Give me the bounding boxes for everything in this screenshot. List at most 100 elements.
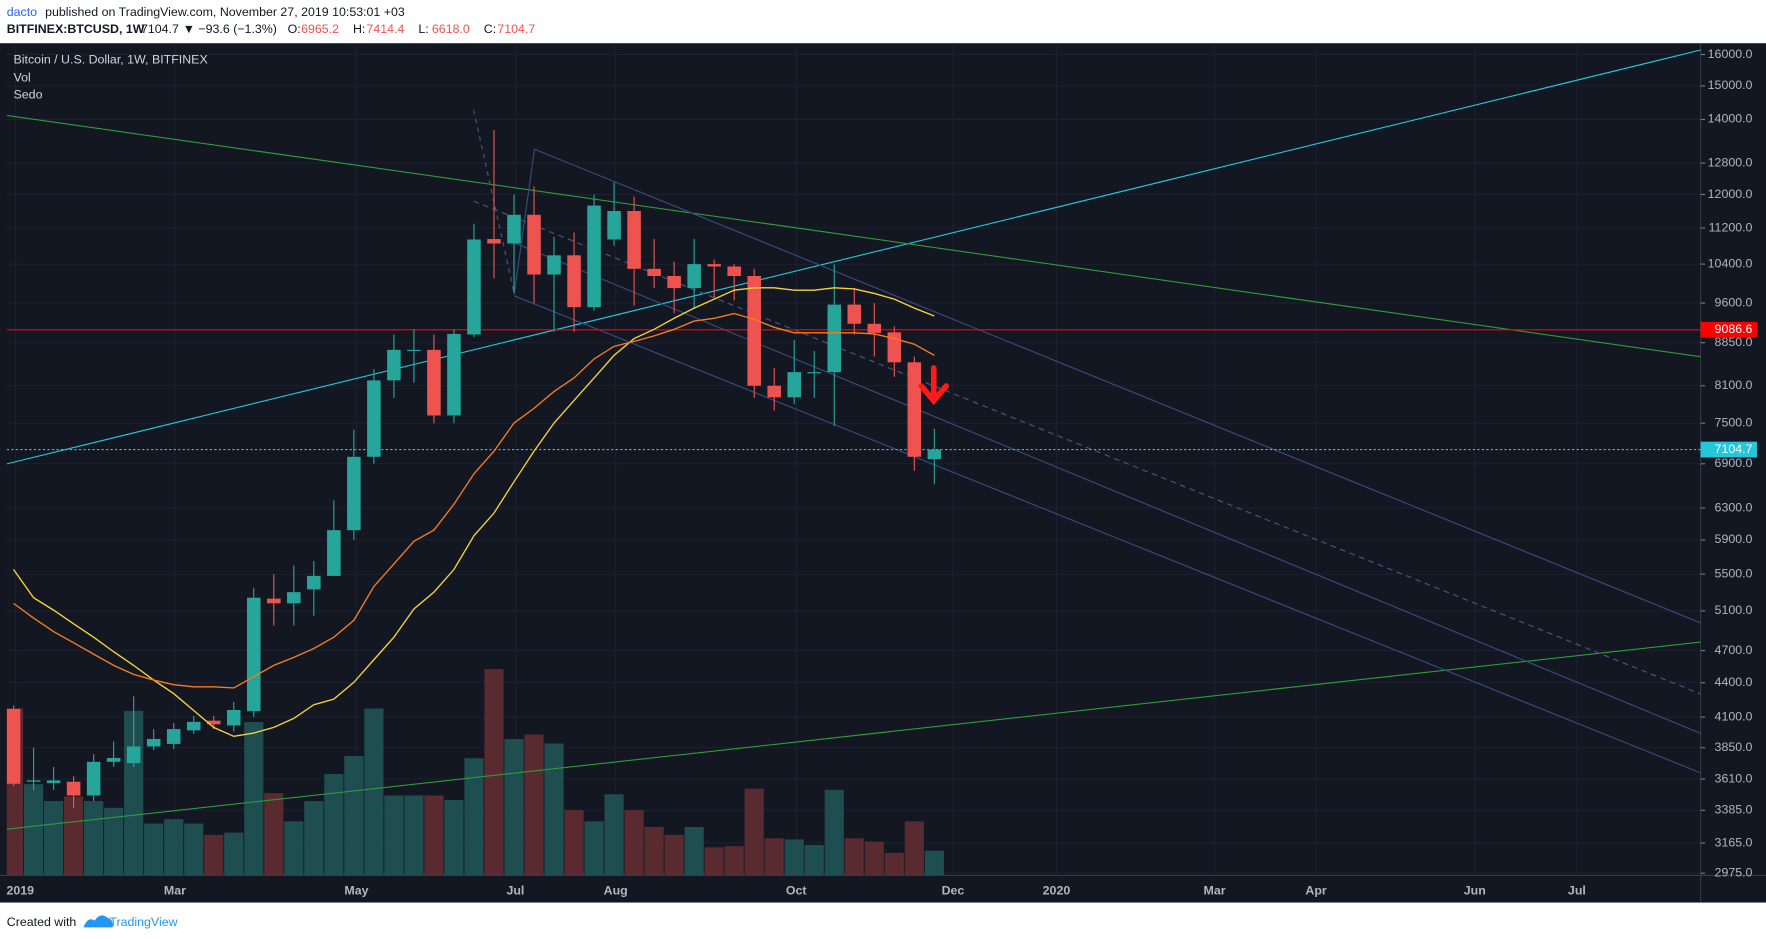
grid <box>6 43 1701 876</box>
candle-body <box>647 268 661 276</box>
x-tick-label: Mar <box>1204 884 1226 898</box>
x-tick-label: Jul <box>1568 884 1586 898</box>
candle-body <box>26 780 41 782</box>
candle-body <box>827 304 842 373</box>
volume-bar <box>584 821 604 876</box>
volume-bar <box>284 821 304 876</box>
trend-line <box>6 49 1701 465</box>
candle-body <box>247 597 261 712</box>
candle-body <box>707 264 721 267</box>
volume-bar <box>724 846 744 876</box>
axes: 16000.0 15000.0 14000.0 12800.0 12000.0 11200… <box>7 47 1757 898</box>
volume-bar <box>244 722 264 876</box>
y-tick-label: 3385.0 <box>1715 803 1753 817</box>
footer-brand: TradingView <box>109 915 177 929</box>
volume-bar <box>484 669 504 876</box>
candle-body <box>287 592 301 604</box>
y-tick-label: 12800.0 <box>1708 155 1753 169</box>
footer-created: Created with <box>7 915 77 929</box>
candle-body <box>447 333 461 416</box>
candle-body <box>627 210 641 269</box>
ohlc-label: C: <box>484 22 496 36</box>
ma-line <box>12 287 935 738</box>
y-tick-label: 10400.0 <box>1708 256 1753 270</box>
volume-bar <box>824 789 844 876</box>
volume-bar <box>144 823 164 876</box>
trend-line <box>6 641 1701 830</box>
candle-body <box>527 214 541 275</box>
y-tick-label: 4100.0 <box>1715 709 1753 723</box>
candle-body <box>487 239 501 244</box>
candle-body <box>267 598 281 604</box>
ohlc-label: L: <box>418 22 428 36</box>
symbol: BITFINEX:BTCUSD, 1W <box>7 22 145 36</box>
candle-body <box>867 323 882 333</box>
x-tick-label: 2019 <box>7 884 35 898</box>
volume-bar <box>264 793 284 876</box>
candle-body <box>687 264 701 289</box>
candle-body <box>46 780 61 784</box>
header-bg <box>0 0 1766 44</box>
ohlc-label: O: <box>288 22 301 36</box>
volume-bar <box>164 819 184 876</box>
candle-body <box>667 275 681 289</box>
y-tick-label: 3850.0 <box>1715 740 1753 754</box>
volume-bar <box>904 821 924 876</box>
candle-body <box>86 761 101 796</box>
candle-body <box>547 255 561 275</box>
candle-body <box>807 372 822 374</box>
candle-body <box>847 304 862 324</box>
candle-body <box>467 239 481 335</box>
volume-bar <box>224 832 244 876</box>
ohlc-value: 7104.7 <box>497 22 535 36</box>
y-tick-label: 5100.0 <box>1715 603 1753 617</box>
last-price: 7104.7 <box>141 22 179 36</box>
volume-bar <box>184 823 204 876</box>
volume-bar <box>624 810 644 876</box>
price-tag-label: 7104.7 <box>1715 442 1753 456</box>
volume-bar <box>344 755 364 876</box>
volume-bar <box>744 788 764 876</box>
x-tick-label: Mar <box>164 884 186 898</box>
x-tick-label: May <box>344 884 368 898</box>
volume-bar <box>844 838 864 876</box>
candle-body <box>186 721 201 731</box>
header-ohlc: O: 6965.2 H: 7414.4 L: 6618.0 C: 7104.7 <box>288 22 536 36</box>
volume-bar <box>404 795 424 876</box>
volume-bar <box>84 801 104 876</box>
candle-body <box>587 205 601 308</box>
price-tag <box>1700 441 1757 458</box>
candle-body <box>166 729 181 744</box>
x-tick-label: Aug <box>604 884 628 898</box>
x-tick-label: Apr <box>1305 884 1327 898</box>
volume-bar <box>104 807 124 876</box>
volume-bar <box>444 799 464 876</box>
channel-line <box>513 149 536 294</box>
volume-bar <box>784 839 804 876</box>
candle-body <box>927 449 942 460</box>
volume-bar <box>664 834 684 876</box>
candle-body <box>567 255 581 308</box>
candle-body <box>126 746 141 764</box>
y-tick-label: 14000.0 <box>1708 112 1753 126</box>
chart-bg <box>0 43 1766 903</box>
volume-bar <box>544 743 564 876</box>
volume-bar <box>684 826 704 876</box>
legend-instrument: Bitcoin / U.S. Dollar, 1W, BITFINEX <box>14 52 208 66</box>
arrow <box>918 365 949 406</box>
x-tick-label: Jun <box>1464 884 1486 898</box>
change: ▼ −93.6 (−1.3%) <box>183 22 277 36</box>
y-tick-label: 6900.0 <box>1715 456 1753 470</box>
y-tick-label: 15000.0 <box>1708 78 1753 92</box>
candle-body <box>427 349 441 416</box>
volume-bar <box>764 838 784 876</box>
x-tick-label: 2020 <box>1043 884 1071 898</box>
ohlc-value: 6618.0 <box>432 22 470 36</box>
candle-body <box>307 575 321 590</box>
volume-bar <box>884 852 904 876</box>
ohlc-value: 6965.2 <box>301 22 339 36</box>
y-tick-label: 4700.0 <box>1715 643 1753 657</box>
channel-line <box>473 200 1701 695</box>
y-tick-label: 3165.0 <box>1715 835 1753 849</box>
